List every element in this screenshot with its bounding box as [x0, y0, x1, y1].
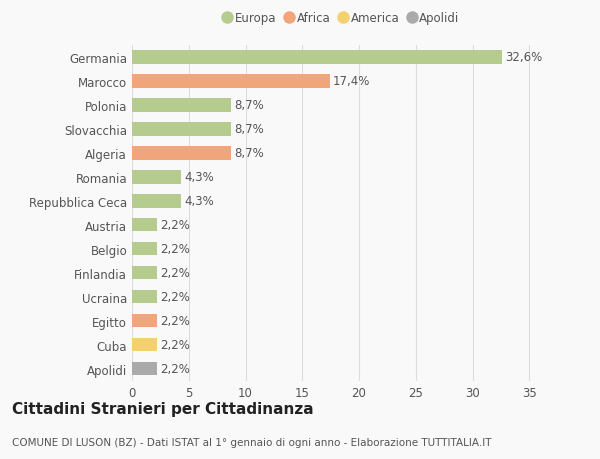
- Text: 2,2%: 2,2%: [160, 267, 190, 280]
- Text: 4,3%: 4,3%: [184, 171, 214, 184]
- Bar: [132, 219, 157, 232]
- Bar: [132, 99, 231, 112]
- Bar: [132, 171, 181, 184]
- Text: 2,2%: 2,2%: [160, 339, 190, 352]
- Text: 2,2%: 2,2%: [160, 363, 190, 375]
- Bar: [132, 363, 157, 375]
- Bar: [132, 147, 231, 160]
- Text: 17,4%: 17,4%: [333, 75, 370, 88]
- Bar: [132, 291, 157, 304]
- Bar: [132, 123, 231, 136]
- Legend: Europa, Africa, America, Apolidi: Europa, Africa, America, Apolidi: [220, 7, 464, 30]
- Text: 4,3%: 4,3%: [184, 195, 214, 208]
- Bar: [132, 314, 157, 328]
- Bar: [132, 243, 157, 256]
- Bar: [132, 75, 329, 89]
- Text: 32,6%: 32,6%: [505, 51, 543, 64]
- Bar: [132, 195, 181, 208]
- Text: COMUNE DI LUSON (BZ) - Dati ISTAT al 1° gennaio di ogni anno - Elaborazione TUTT: COMUNE DI LUSON (BZ) - Dati ISTAT al 1° …: [12, 437, 491, 447]
- Text: 8,7%: 8,7%: [234, 123, 264, 136]
- Bar: [132, 51, 502, 64]
- Text: Cittadini Stranieri per Cittadinanza: Cittadini Stranieri per Cittadinanza: [12, 401, 314, 416]
- Text: 8,7%: 8,7%: [234, 147, 264, 160]
- Text: 2,2%: 2,2%: [160, 219, 190, 232]
- Text: 8,7%: 8,7%: [234, 99, 264, 112]
- Bar: [132, 267, 157, 280]
- Text: 2,2%: 2,2%: [160, 315, 190, 328]
- Bar: [132, 338, 157, 352]
- Text: 2,2%: 2,2%: [160, 291, 190, 304]
- Text: 2,2%: 2,2%: [160, 243, 190, 256]
